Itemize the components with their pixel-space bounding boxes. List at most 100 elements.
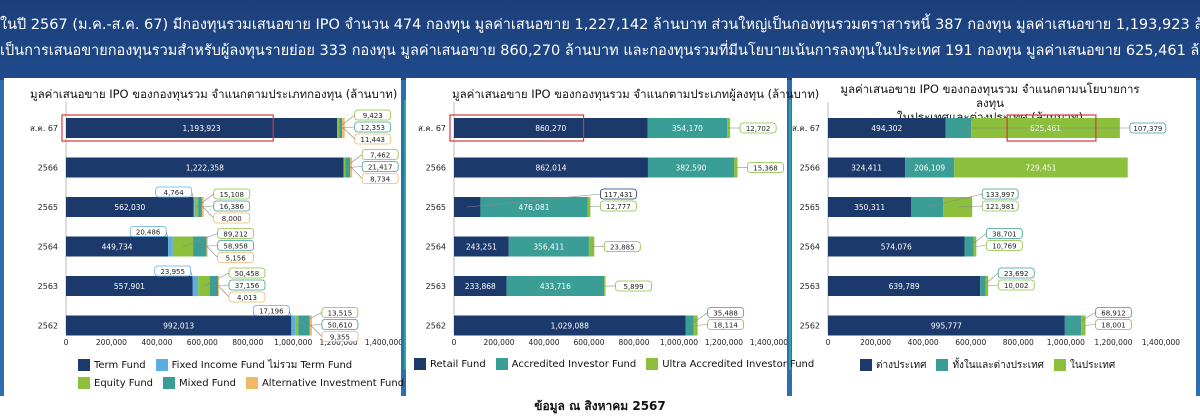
data-label: 9,423	[363, 112, 383, 120]
data-label: 350,311	[854, 203, 885, 212]
data-label: 494,302	[871, 124, 902, 133]
callout-box	[252, 305, 290, 316]
callout-box	[321, 307, 359, 318]
investment-policy-chart: 0 200,000 400,000 600,000 800,000 1,000,000 1,…	[792, 102, 1180, 347]
category-label: 2562	[426, 322, 446, 331]
callout-box	[217, 240, 255, 251]
highlight-box	[61, 114, 274, 142]
highlight-box	[449, 114, 585, 142]
bar-segment	[454, 118, 648, 138]
legend-label: Ultra Accredited Investor Fund	[662, 359, 815, 370]
x-tick-label: 1,000,000	[274, 338, 312, 347]
chart-title-fund-type: มูลค่าเสนอขาย IPO ของกองทุนรวม จำแนกตามป…	[30, 87, 398, 101]
callout-box	[354, 133, 392, 145]
category-label: 2563	[38, 282, 58, 291]
bar-segment	[734, 157, 738, 178]
data-label: 860,270	[535, 124, 566, 133]
x-tick-label: 200,000	[96, 338, 127, 347]
callout-leader	[344, 154, 363, 168]
callout-leader	[343, 127, 355, 140]
callout-box	[707, 319, 745, 330]
data-label: 356,411	[533, 243, 564, 252]
callout-leader	[975, 245, 987, 247]
legend-label: Fixed Income Fund ไม่รวม Term Fund	[171, 360, 353, 371]
bar-segment	[954, 157, 1128, 178]
callout-box	[985, 228, 1023, 239]
callout-box	[600, 188, 637, 200]
data-label: 8,000	[222, 215, 242, 223]
callout-leader	[689, 312, 708, 326]
callout-box	[1129, 122, 1167, 134]
bar-segment	[66, 315, 292, 336]
data-label: 476,081	[518, 203, 549, 212]
legend-item: ในประเทศ	[1054, 358, 1115, 373]
data-label: 133,997	[986, 191, 1015, 199]
legend-label: Alternative Investment Fund	[261, 377, 405, 389]
data-label: 18,114	[713, 322, 738, 330]
data-label: 862,014	[535, 164, 566, 173]
category-label: 2562	[800, 322, 820, 331]
legend-investor-type: Retail Fund Accredited Investor Fund Ultra…	[414, 358, 824, 370]
category-label: ส.ค. 67	[418, 124, 446, 133]
callout-box	[213, 188, 251, 200]
callout-box	[155, 186, 193, 198]
x-tick-label: 400,000	[141, 338, 172, 347]
bar-segment	[905, 157, 955, 178]
data-label: 13,515	[328, 310, 353, 318]
summary-line-2: เป็นการเสนอขายกองทุนรวมสำหรับผู้ลงทุนราย…	[0, 43, 1200, 59]
callout-leader	[199, 245, 218, 247]
legend-swatch	[860, 359, 872, 371]
bar-segment	[828, 315, 1065, 336]
x-tick-label: 1,400,000	[750, 338, 787, 347]
category-label: ส.ค. 67	[792, 124, 820, 133]
callout-leader	[296, 312, 323, 326]
x-tick-label: 400,000	[908, 338, 939, 347]
category-label: 2564	[38, 243, 58, 252]
legend-item: Retail Fund	[414, 358, 486, 370]
legend-label: Mixed Fund	[179, 377, 236, 389]
x-tick-label: 800,000	[1003, 338, 1034, 347]
data-label: 1,193,923	[183, 124, 221, 133]
callout-box	[217, 252, 255, 263]
callout-leader	[200, 205, 214, 208]
x-tick-label: 200,000	[860, 338, 891, 347]
data-label: 992,013	[163, 322, 194, 331]
data-label: 382,590	[675, 164, 706, 173]
bar-segment	[192, 276, 199, 296]
legend-swatch	[155, 359, 168, 371]
category-label: 2565	[800, 203, 820, 212]
data-label: 37,156	[235, 282, 260, 290]
legend-item: Equity Fund	[78, 375, 153, 392]
bar-segment	[168, 236, 173, 257]
callout-box	[361, 161, 399, 172]
data-label: 233,868	[465, 282, 496, 291]
callout-leader	[202, 206, 214, 219]
data-label: 21,417	[368, 164, 393, 172]
legend-label: Equity Fund	[94, 377, 154, 389]
highlight-box	[1006, 114, 1097, 142]
legend-label: Retail Fund	[430, 359, 486, 370]
panel-divider	[789, 100, 791, 370]
callout-box	[981, 200, 1019, 212]
data-label: 121,981	[986, 203, 1015, 211]
legend-investment-policy: ต่างประเทศ ทั้งในและต่างประเทศ ในประเทศ	[860, 358, 1125, 373]
data-date-note: ข้อมูล ณ สิงหาคม 2567	[0, 396, 1200, 418]
bar-segment	[454, 315, 686, 336]
investor-type-chart: 0 200,000 400,000 600,000 800,000 1,000,000 1,…	[418, 102, 787, 347]
data-label: 58,958	[223, 243, 248, 251]
legend-swatch	[646, 358, 659, 370]
data-label: 639,789	[889, 282, 920, 291]
legend-swatch	[1054, 359, 1067, 371]
callout-box	[321, 331, 359, 342]
category-label: 2562	[38, 322, 58, 331]
callout-box	[213, 200, 251, 212]
data-label: 117,431	[604, 191, 633, 199]
data-label: 625,461	[1030, 124, 1061, 133]
legend-item: Fixed Income Fund ไม่รวม Term Fund	[155, 357, 353, 374]
callout-leader	[203, 272, 230, 287]
callout-leader	[304, 324, 322, 326]
data-label: 107,379	[1133, 125, 1162, 133]
x-tick-label: 800,000	[618, 338, 649, 347]
category-label: 2564	[426, 243, 446, 252]
bar-segment	[828, 276, 981, 296]
